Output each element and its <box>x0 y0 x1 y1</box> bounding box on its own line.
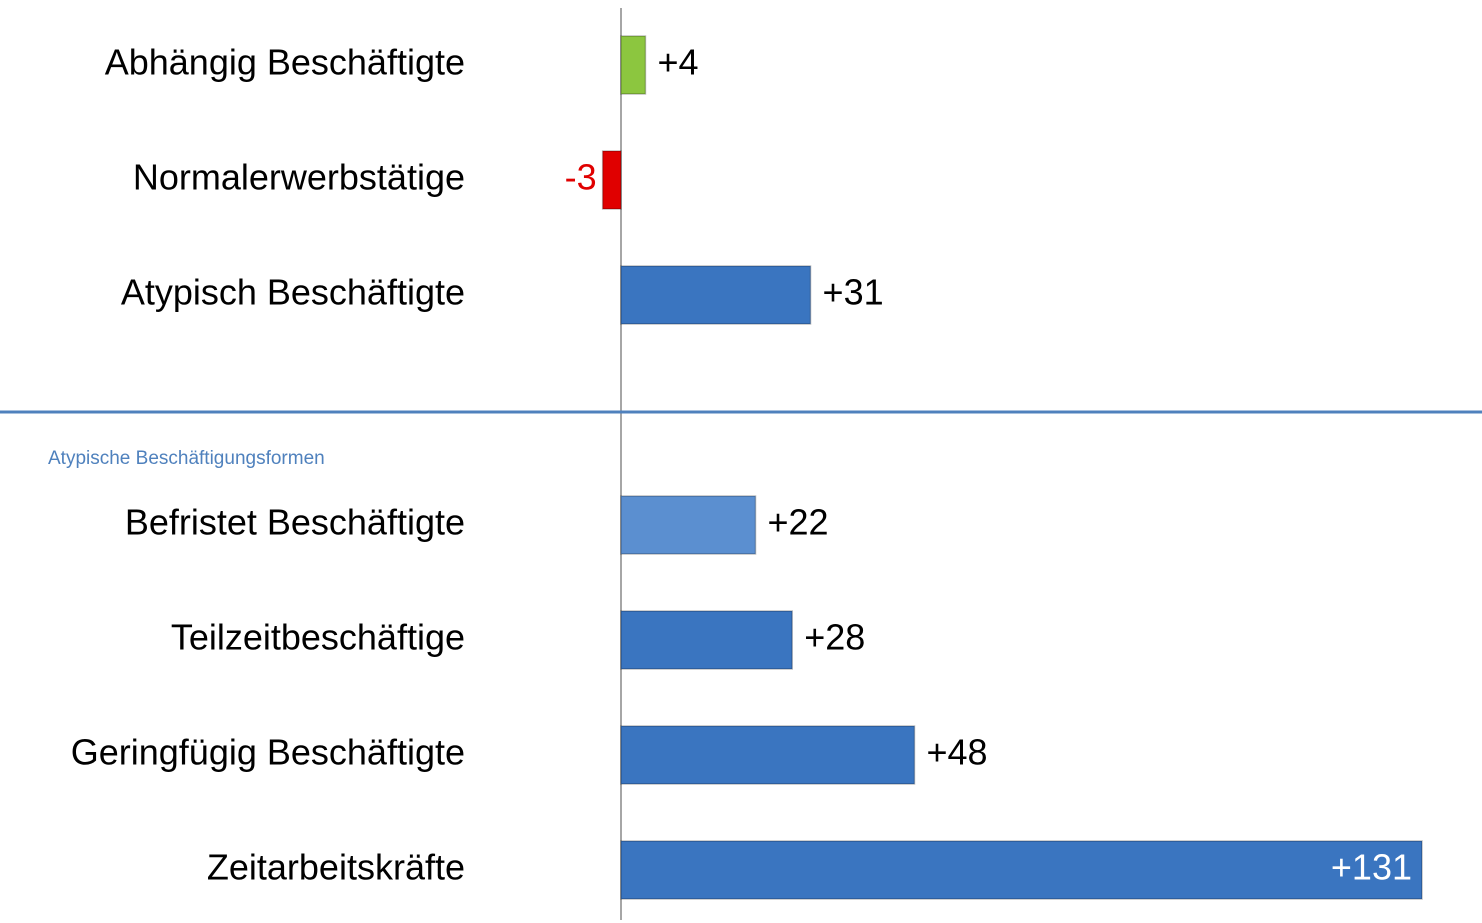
category-label: Geringfügig Beschäftigte <box>71 732 465 773</box>
bar <box>620 610 793 670</box>
bar <box>620 265 812 325</box>
category-label: Teilzeitbeschäftige <box>171 617 465 658</box>
bar <box>601 150 622 210</box>
category-label: Normalerwerbstätige <box>133 157 465 198</box>
annotation: Atypische Beschäftigungsformen <box>48 448 325 469</box>
value-label: +31 <box>823 272 884 313</box>
bar <box>620 35 647 95</box>
category-label: Zeitarbeitskräfte <box>207 847 465 888</box>
value-label: +28 <box>804 617 865 658</box>
bar <box>620 495 757 555</box>
value-label: +131 <box>1331 847 1412 888</box>
value-label: +48 <box>926 732 987 773</box>
value-label: +22 <box>768 502 829 543</box>
value-label: -3 <box>565 157 597 198</box>
value-label: +4 <box>657 42 698 83</box>
bar <box>620 840 1423 900</box>
category-label: Atypisch Beschäftigte <box>121 272 465 313</box>
category-label: Abhängig Beschäftigte <box>105 42 465 83</box>
category-label: Befristet Beschäftigte <box>125 502 465 543</box>
bar <box>620 725 916 785</box>
